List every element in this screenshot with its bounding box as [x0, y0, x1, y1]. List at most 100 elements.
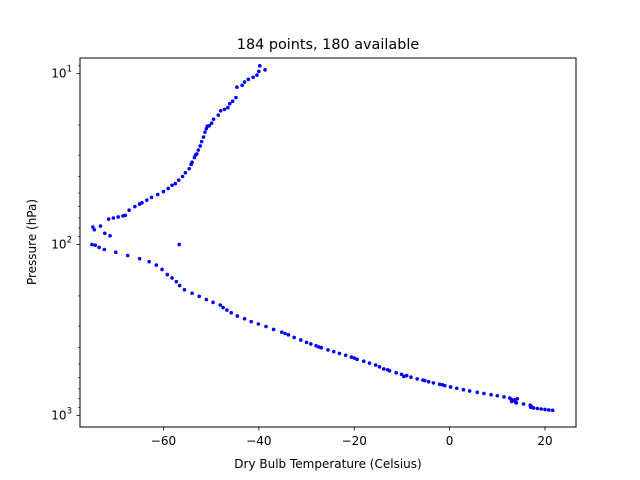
data-point: [177, 242, 181, 247]
data-point: [221, 305, 225, 310]
y-tick-label: 101: [51, 65, 72, 81]
data-point: [176, 178, 181, 182]
data-point: [509, 399, 514, 404]
data-point: [415, 377, 419, 381]
data-point: [102, 247, 107, 252]
data-point: [431, 381, 436, 385]
data-point: [394, 371, 399, 375]
data-point: [227, 101, 232, 106]
data-point: [154, 263, 159, 267]
data-point: [230, 99, 235, 104]
plot-frame: [79, 57, 577, 428]
data-point: [90, 242, 94, 247]
data-point: [475, 390, 480, 395]
data-point: [440, 382, 445, 387]
data-point: [182, 287, 187, 292]
data-point: [246, 77, 251, 82]
data-point: [190, 291, 194, 296]
data-point: [349, 355, 354, 359]
data-point: [229, 310, 233, 315]
data-point: [196, 148, 201, 152]
data-point: [222, 107, 227, 112]
data-point: [382, 367, 386, 371]
data-point: [140, 200, 144, 205]
data-point: [155, 192, 160, 197]
data-point: [106, 217, 111, 221]
x-axis-label: Dry Bulb Temperature (Celsius): [234, 457, 421, 471]
data-point: [550, 408, 555, 413]
data-point: [255, 73, 259, 77]
data-point: [180, 174, 185, 179]
data-point: [454, 386, 459, 391]
data-point: [198, 144, 202, 148]
data-point: [242, 80, 247, 84]
data-point: [226, 105, 230, 110]
data-point: [521, 402, 526, 406]
x-tick-label: 20: [537, 434, 552, 448]
data-point: [207, 124, 212, 128]
data-point: [257, 69, 261, 74]
data-point: [225, 308, 229, 312]
data-point: [133, 204, 137, 209]
data-point: [495, 393, 500, 398]
data-point: [144, 198, 149, 202]
data-point: [125, 253, 130, 258]
data-point: [170, 183, 174, 188]
data-point: [218, 303, 223, 307]
y-tick-base: 10: [51, 408, 66, 422]
y-tick-base: 10: [51, 237, 66, 251]
data-point: [426, 379, 431, 384]
data-point: [409, 375, 413, 380]
data-point: [502, 395, 506, 399]
data-point: [507, 396, 512, 400]
data-point: [489, 392, 493, 397]
data-point: [547, 408, 551, 412]
data-point: [421, 378, 425, 382]
data-point: [183, 170, 188, 175]
data-point: [177, 283, 182, 288]
chart-title: 184 points, 180 available: [237, 37, 420, 53]
data-point: [211, 117, 216, 122]
data-point: [352, 356, 357, 360]
data-point: [286, 333, 291, 337]
data-point: [402, 374, 406, 379]
x-tick-label: −40: [246, 434, 271, 448]
data-point: [216, 113, 221, 117]
data-point: [535, 406, 540, 411]
data-point: [240, 83, 244, 88]
data-point: [361, 359, 366, 364]
data-point: [209, 121, 214, 125]
data-point: [543, 407, 547, 412]
data-point: [317, 345, 321, 349]
x-tick-label: 0: [446, 434, 454, 448]
data-point: [235, 85, 239, 89]
data-point: [235, 314, 240, 318]
data-point: [461, 387, 466, 392]
data-point: [161, 189, 166, 194]
data-point: [404, 373, 409, 378]
y-tick-base: 10: [51, 67, 66, 81]
data-point: [201, 135, 206, 139]
data-point: [173, 181, 178, 186]
data-point: [515, 396, 520, 401]
data-point: [127, 208, 131, 213]
y-tick-exponent: 1: [67, 65, 72, 75]
data-point: [187, 166, 192, 171]
x-tick-label: −20: [342, 434, 367, 448]
data-point: [211, 300, 215, 305]
data-point: [263, 68, 267, 72]
data-point: [123, 213, 128, 218]
data-point: [147, 259, 151, 264]
y-tick-label: 103: [51, 406, 72, 422]
data-point: [111, 216, 116, 220]
data-point: [170, 276, 174, 280]
data-point: [166, 186, 171, 191]
data-point: [343, 353, 348, 358]
data-point: [256, 322, 261, 326]
data-point: [91, 225, 95, 229]
data-point: [399, 372, 404, 377]
data-point: [299, 338, 303, 342]
data-point: [251, 75, 255, 80]
